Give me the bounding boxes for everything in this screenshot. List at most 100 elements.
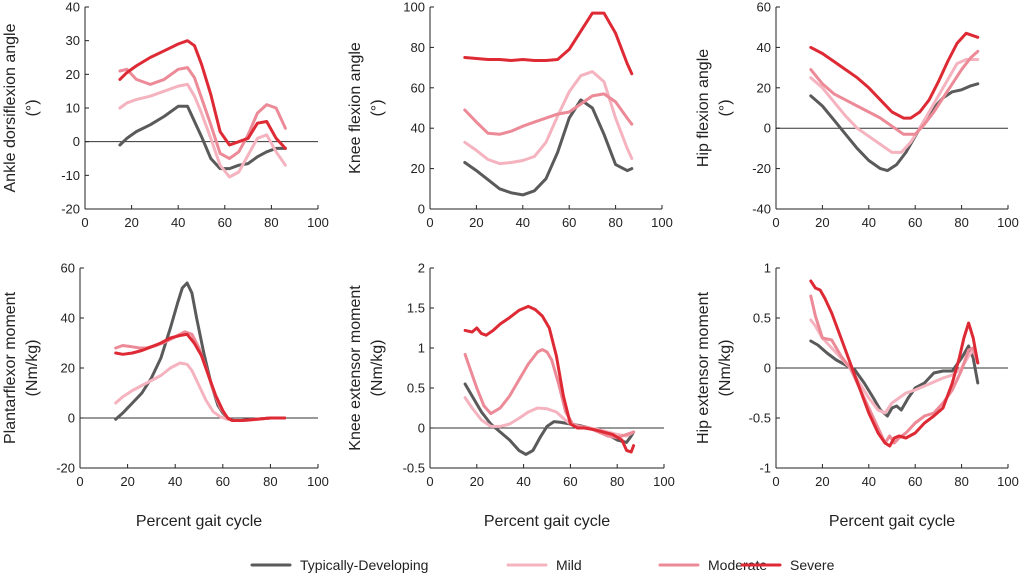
y-axis-label-line: (°) bbox=[369, 99, 386, 116]
y-axis-label: Plantarflexor moment (Nm/kg) bbox=[2, 291, 41, 444]
y-tick-label: 0 bbox=[764, 121, 771, 136]
x-tick-label: 0 bbox=[81, 215, 88, 230]
x-tick-label: 80 bbox=[610, 474, 624, 489]
x-tick-label: 20 bbox=[815, 215, 829, 230]
y-tick-label: 0 bbox=[418, 202, 425, 217]
x-tick-label: 20 bbox=[124, 215, 138, 230]
panel-3: -40 -20 0 20 40 60 0 20 40 60 80 100 Hip flexion ang… bbox=[695, 0, 1019, 230]
y-tick-label: 0 bbox=[73, 134, 80, 149]
y-axis-label-line: Knee extensor moment bbox=[347, 285, 364, 451]
x-axis-label: Percent gait cycle bbox=[829, 513, 955, 530]
x-tick-label: 0 bbox=[76, 474, 83, 489]
series-line-severe bbox=[114, 332, 287, 422]
panel-6: -1 -0.5 0 0.5 1 0 20 40 60 80 100 Hip extensor mome… bbox=[695, 261, 1019, 531]
x-tick-label: 100 bbox=[653, 474, 675, 489]
y-axis-label: Knee extensor moment (Nm/kg) bbox=[347, 285, 386, 451]
y-axis-label: Knee flexion angle (°) bbox=[347, 42, 386, 174]
y-axis-label-line: (Nm/kg) bbox=[369, 340, 386, 397]
x-tick-label: 60 bbox=[563, 474, 577, 489]
y-tick-label: 0.5 bbox=[753, 311, 771, 326]
series-line-typical bbox=[463, 382, 636, 456]
y-tick-label: 20 bbox=[757, 80, 771, 95]
x-tick-label: 60 bbox=[908, 215, 922, 230]
legend: Typically-Developing Mild Moderate Severe bbox=[250, 557, 835, 573]
y-axis-label-line: Plantarflexor moment bbox=[2, 291, 19, 444]
y-tick-label: 10 bbox=[66, 101, 80, 116]
y-axis-label: Hip flexion angle (°) bbox=[695, 49, 734, 167]
series-line-severe bbox=[809, 31, 980, 120]
series-line-mild bbox=[463, 396, 636, 438]
y-tick-label: 1 bbox=[764, 261, 771, 276]
y-tick-label: 30 bbox=[66, 33, 80, 48]
y-tick-label: 1 bbox=[418, 341, 425, 356]
y-axis-label-line: Ankle dorsiflexion angle bbox=[2, 23, 19, 192]
x-tick-label: 40 bbox=[862, 215, 876, 230]
x-tick-label: 0 bbox=[426, 474, 433, 489]
y-axis-label: Hip extensor moment (Nm/kg) bbox=[695, 291, 734, 444]
x-tick-label: 80 bbox=[954, 215, 968, 230]
panel-1: -20 -10 0 10 20 30 40 0 20 40 60 80 100 Ankle dorsifl… bbox=[2, 0, 329, 230]
y-tick-label: 0 bbox=[764, 361, 771, 376]
x-tick-label: 60 bbox=[218, 215, 232, 230]
series-line-moderate bbox=[463, 348, 636, 440]
x-tick-label: 20 bbox=[470, 474, 484, 489]
y-tick-label: 40 bbox=[61, 311, 75, 326]
series-line-typical bbox=[118, 104, 287, 171]
x-tick-label: 20 bbox=[469, 215, 483, 230]
y-tick-label: 20 bbox=[61, 361, 75, 376]
y-tick-label: -1 bbox=[759, 461, 771, 476]
x-tick-label: 40 bbox=[168, 474, 182, 489]
x-tick-label: 0 bbox=[772, 215, 779, 230]
x-axis-label: Percent gait cycle bbox=[484, 513, 610, 530]
series-line-severe bbox=[809, 279, 980, 448]
y-axis-label-line: (Nm/kg) bbox=[24, 340, 41, 397]
y-tick-label: 0 bbox=[68, 411, 75, 426]
y-tick-label: -0.5 bbox=[403, 461, 425, 476]
y-tick-label: 1.5 bbox=[407, 301, 425, 316]
y-axis-label-line: Hip extensor moment bbox=[695, 291, 712, 444]
y-tick-label: 40 bbox=[66, 0, 80, 15]
y-tick-label: -20 bbox=[61, 202, 80, 217]
x-tick-label: 80 bbox=[263, 474, 277, 489]
series-line-moderate bbox=[809, 49, 980, 136]
panel-2: 0 20 40 60 80 100 0 20 40 60 80 100 Knee flexion ang… bbox=[347, 0, 673, 230]
y-tick-label: -20 bbox=[752, 161, 771, 176]
x-tick-label: 100 bbox=[307, 474, 329, 489]
x-tick-label: 80 bbox=[264, 215, 278, 230]
y-tick-label: -10 bbox=[61, 168, 80, 183]
y-tick-label: -40 bbox=[752, 202, 771, 217]
y-tick-label: 20 bbox=[66, 67, 80, 82]
y-tick-label: 40 bbox=[757, 40, 771, 55]
y-tick-label: 20 bbox=[411, 161, 425, 176]
x-tick-label: 40 bbox=[516, 215, 530, 230]
legend-label-typical: Typically-Developing bbox=[300, 557, 428, 573]
legend-label-moderate: Moderate bbox=[708, 557, 767, 573]
x-tick-label: 20 bbox=[120, 474, 134, 489]
x-tick-label: 0 bbox=[426, 215, 433, 230]
y-tick-label: 40 bbox=[411, 121, 425, 136]
y-tick-label: -20 bbox=[56, 461, 75, 476]
x-tick-label: 20 bbox=[815, 474, 829, 489]
y-tick-label: 60 bbox=[757, 0, 771, 15]
y-tick-label: -0.5 bbox=[749, 411, 771, 426]
y-tick-label: 100 bbox=[403, 0, 425, 15]
x-tick-label: 80 bbox=[608, 215, 622, 230]
x-tick-label: 40 bbox=[171, 215, 185, 230]
series-line-moderate bbox=[463, 92, 634, 136]
x-tick-label: 80 bbox=[954, 474, 968, 489]
y-tick-label: 0 bbox=[418, 421, 425, 436]
x-tick-label: 60 bbox=[908, 474, 922, 489]
x-tick-label: 60 bbox=[562, 215, 576, 230]
y-axis-label-line: (°) bbox=[24, 99, 41, 116]
series-line-mild bbox=[463, 70, 634, 166]
series-line-mild bbox=[809, 318, 980, 415]
series-line-severe bbox=[463, 304, 636, 454]
legend-label-mild: Mild bbox=[556, 557, 582, 573]
x-tick-label: 100 bbox=[651, 215, 673, 230]
x-tick-label: 40 bbox=[862, 474, 876, 489]
y-tick-label: 60 bbox=[411, 80, 425, 95]
series-line-mild bbox=[809, 58, 980, 154]
legend-label-severe: Severe bbox=[790, 557, 835, 573]
